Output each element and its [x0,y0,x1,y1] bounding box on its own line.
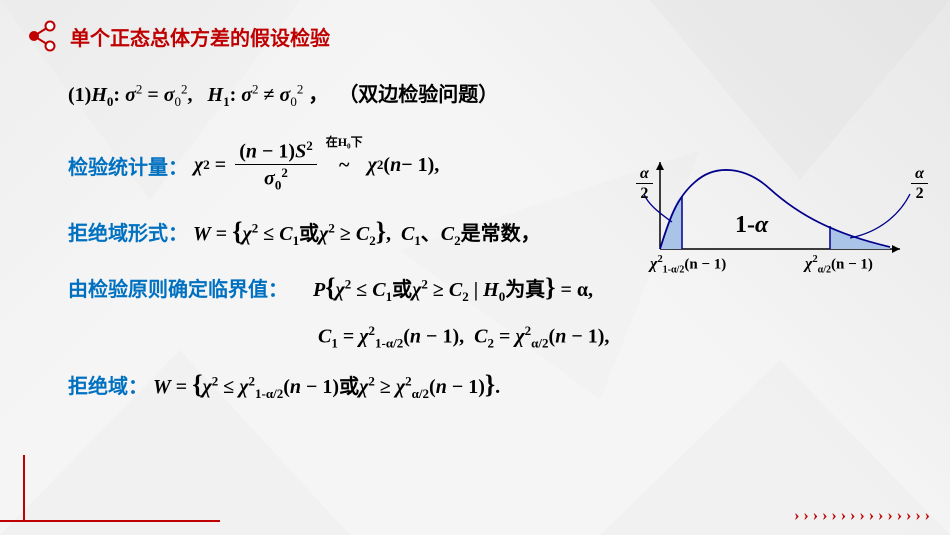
ar-d: 2 [912,184,928,203]
c2-sub: 2 [487,336,494,351]
C1c: C [372,279,385,301]
chi-a: χ [194,154,203,177]
final-label: 拒绝域： [68,376,148,398]
x-label-right: χ2α/2(n − 1) [805,254,873,276]
C2a: C [356,223,369,245]
sub-a2-b: α/2 [412,386,429,401]
chi-f: χ [412,279,421,301]
chi-b: χ [368,154,377,177]
sigma2: σ [241,84,252,106]
page-title: 单个正态总体方差的假设检验 [70,22,330,51]
c1-sub: 1 [331,336,338,351]
or-a: 或 [299,223,319,245]
c-pre: 1- [735,212,755,238]
xl-sub: 1-α/2 [663,265,685,276]
h0-true: 为真 [505,279,545,301]
frac-n: n [246,141,257,163]
P: P [313,279,325,301]
deg-tail: − 1), [401,154,439,177]
or-c: 或 [339,376,359,398]
H0b: H [483,279,499,301]
or-b: 或 [392,279,412,301]
principle-label: 由检验原则确定临界值： [68,279,288,301]
alpha-right-label: α2 [907,164,932,203]
mn1: − 1) [257,141,295,163]
eq: = [147,84,163,106]
chi-i: χ [202,376,211,398]
chi-k: χ [359,376,368,398]
alpha-left-label: α2 [632,164,657,203]
chi-g: χ [359,326,368,348]
C1b: C [401,223,414,245]
sigma0a: σ [164,84,175,106]
H0-H: H [91,84,107,106]
c2e: C [474,326,487,348]
frac-S: S [295,141,306,163]
C2c: C [449,279,462,301]
neq: ≠ [264,84,280,106]
chi-d: χ [319,223,328,245]
chi-l: χ [396,376,405,398]
period: . [495,376,500,398]
H1-H: H [208,84,224,106]
al-a: α [640,165,649,182]
stat-fraction: (n − 1)S2 σ02 [235,138,316,193]
network-icon [24,18,60,54]
W: W [193,223,211,245]
tilde: ~ [339,154,349,177]
prefix-1: (1) [68,84,91,106]
c-alpha: α [755,212,768,238]
n-b: n [555,326,566,348]
title-row: 单个正态总体方差的假设检验 [0,0,950,54]
C1a: C [279,223,292,245]
content-area: (1)H0: σ2 = σ02, H1: σ2 ≠ σ02 ， （双边检验问题）… [0,54,950,402]
xl-tail: (n − 1) [684,256,726,272]
n-c: n [290,376,301,398]
sub-1ma2-b: 1-α/2 [255,386,283,401]
const-label: 是常数， [461,223,541,245]
chi-square-chart: α2 α2 1-α χ21-α/2(n − 1) χ2α/2(n − 1) [640,154,930,304]
chi-j: χ [239,376,248,398]
xr-tail: (n − 1) [831,256,873,272]
n-d: n [436,376,447,398]
eq-alpha: = α, [555,279,593,301]
stat-label: 检验统计量： [68,151,188,180]
c1c2-row: C1 = χ21-α/2(n − 1), C2 = χ2α/2(n − 1), [318,323,910,352]
paren-l: ( [239,141,246,163]
chevrons-decor: › › › › › › › › › › › › › › › [794,507,930,525]
sigma0b: σ [280,84,291,106]
c1e: C [318,326,331,348]
C2b: C [441,223,454,245]
sub-1ma2-a: 1-α/2 [375,336,403,351]
sigma1: σ [125,84,136,106]
w-eq: = [211,223,232,245]
reject-form-label: 拒绝域形式： [68,223,188,245]
under-h0: 在H₀下 [326,133,363,150]
ar-a: α [915,165,924,182]
sub-a2-a: α/2 [531,336,548,351]
chi-h: χ [515,326,524,348]
two-sided-label: （双边检验问题） [338,84,498,106]
x-label-left: χ21-α/2(n − 1) [650,254,726,276]
deg-n: n [390,154,401,177]
chi-c: χ [242,223,251,245]
center-1-alpha: 1-α [735,212,768,239]
deg-l: ( [383,154,390,177]
hypotheses-line: (1)H0: σ2 = σ02, H1: σ2 ≠ σ02 ， （双边检验问题） [68,78,910,110]
chi-e: χ [335,279,344,301]
W2: W [153,376,171,398]
final-rejection-row: 拒绝域： W = {χ2 ≤ χ21-α/2(n − 1)或χ2 ≥ χ2α/2… [68,370,910,402]
xr-sub: α/2 [818,265,831,276]
n-a: n [410,326,421,348]
frac-den-sigma: σ [264,167,275,189]
al-d: 2 [636,184,652,203]
corner-line-decor [0,455,220,535]
